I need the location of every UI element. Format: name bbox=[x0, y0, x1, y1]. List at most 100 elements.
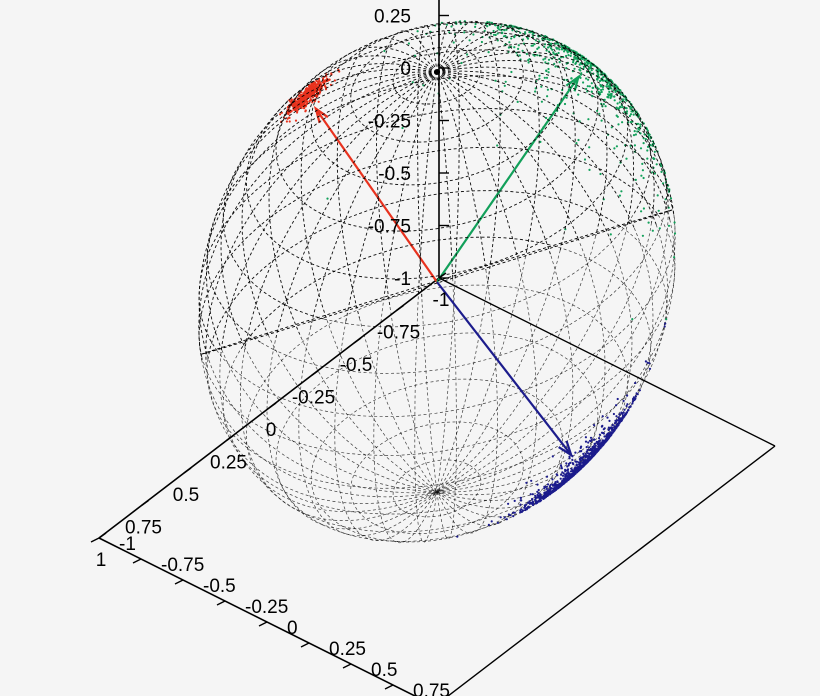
point-green bbox=[546, 88, 550, 91]
point-green bbox=[555, 46, 558, 49]
point-blue bbox=[567, 475, 570, 478]
point-blue bbox=[587, 441, 590, 444]
sphere-wireframe-back bbox=[201, 204, 676, 544]
sphere-meridian bbox=[206, 354, 438, 494]
point-red bbox=[314, 83, 317, 86]
point-green bbox=[632, 134, 636, 137]
point-blue bbox=[575, 464, 579, 467]
x-tick-mark bbox=[141, 499, 149, 507]
point-blue bbox=[512, 515, 515, 518]
point-green bbox=[548, 38, 551, 42]
point-green bbox=[578, 63, 581, 66]
point-blue bbox=[602, 443, 605, 446]
point-blue bbox=[580, 450, 583, 453]
point-blue bbox=[577, 461, 581, 464]
sphere-meridian bbox=[436, 235, 597, 493]
point-green bbox=[597, 87, 600, 90]
point-blue bbox=[507, 502, 510, 505]
point-green bbox=[628, 114, 632, 118]
point-green bbox=[504, 80, 507, 83]
point-green bbox=[651, 171, 654, 174]
point-blue bbox=[536, 483, 539, 486]
point-green bbox=[542, 58, 545, 61]
point-green bbox=[629, 121, 633, 124]
point-green bbox=[585, 87, 588, 91]
point-green bbox=[565, 78, 568, 82]
point-green bbox=[528, 31, 531, 34]
point-blue bbox=[527, 501, 530, 504]
point-green bbox=[580, 72, 583, 75]
point-red bbox=[289, 100, 292, 103]
point-green bbox=[588, 85, 591, 88]
point-green bbox=[572, 61, 575, 64]
sphere-meridian bbox=[359, 318, 438, 493]
point-blue bbox=[609, 434, 612, 437]
sphere-meridian bbox=[241, 63, 438, 336]
point-green bbox=[587, 62, 590, 65]
point-green bbox=[540, 100, 544, 103]
sphere-meridian bbox=[436, 227, 654, 496]
point-green bbox=[459, 22, 462, 25]
point-blue bbox=[562, 477, 565, 480]
point-blue bbox=[613, 425, 616, 428]
sphere-meridian bbox=[436, 34, 608, 237]
sphere-meridian bbox=[436, 71, 519, 259]
point-green bbox=[558, 61, 561, 64]
point-blue bbox=[597, 449, 600, 452]
point-green bbox=[546, 46, 550, 49]
point-red bbox=[304, 92, 307, 95]
point-green bbox=[632, 113, 635, 116]
point-blue bbox=[626, 403, 629, 406]
sphere-meridian bbox=[266, 340, 438, 530]
point-green bbox=[534, 39, 538, 42]
sphere-meridian bbox=[274, 71, 438, 341]
point-red bbox=[299, 104, 302, 107]
point-blue bbox=[592, 450, 595, 453]
y-tick-mark bbox=[300, 642, 310, 648]
point-blue bbox=[618, 419, 621, 422]
point-blue bbox=[571, 458, 574, 461]
point-green bbox=[596, 109, 599, 112]
sphere-parallel bbox=[198, 108, 673, 351]
point-green bbox=[612, 89, 615, 92]
point-blue bbox=[531, 493, 534, 496]
point-green bbox=[625, 157, 628, 160]
point-green bbox=[588, 146, 591, 149]
sphere-meridian bbox=[436, 20, 501, 281]
point-blue bbox=[513, 499, 516, 502]
point-red bbox=[288, 120, 291, 123]
sphere-parallel bbox=[284, 304, 325, 320]
point-blue bbox=[551, 478, 554, 481]
point-blue bbox=[542, 496, 545, 499]
y-tick-mark bbox=[342, 663, 352, 669]
point-blue bbox=[565, 462, 568, 465]
point-green bbox=[623, 111, 626, 114]
sphere-meridian bbox=[436, 70, 671, 220]
point-red bbox=[317, 100, 320, 103]
x-tick-mark bbox=[396, 304, 404, 312]
x-tick-mark bbox=[268, 402, 277, 409]
sphere-meridian bbox=[205, 71, 438, 364]
point-blue bbox=[561, 483, 564, 486]
y-tick-label: -1 bbox=[119, 534, 136, 555]
z-tick-label: -0.75 bbox=[368, 217, 411, 238]
sphere-parallel bbox=[350, 29, 524, 143]
point-blue bbox=[567, 478, 570, 481]
point-green bbox=[640, 174, 643, 177]
axes: 10.750.50.250-0.25-0.5-0.75-1-1-0.75-0.5… bbox=[90, 0, 450, 696]
sphere-parallel bbox=[198, 146, 658, 357]
sphere-parallel bbox=[310, 378, 564, 543]
point-green bbox=[553, 62, 556, 65]
point-green bbox=[517, 44, 520, 47]
point-green bbox=[486, 21, 489, 24]
point-blue bbox=[543, 485, 546, 488]
vector-red bbox=[314, 107, 438, 283]
sphere-meridian bbox=[206, 71, 438, 351]
point-blue bbox=[564, 479, 567, 482]
point-green bbox=[546, 38, 549, 41]
point-green bbox=[597, 90, 600, 93]
point-green bbox=[554, 65, 557, 68]
point-green bbox=[480, 40, 483, 44]
point-green bbox=[448, 31, 451, 34]
point-green bbox=[578, 120, 581, 123]
